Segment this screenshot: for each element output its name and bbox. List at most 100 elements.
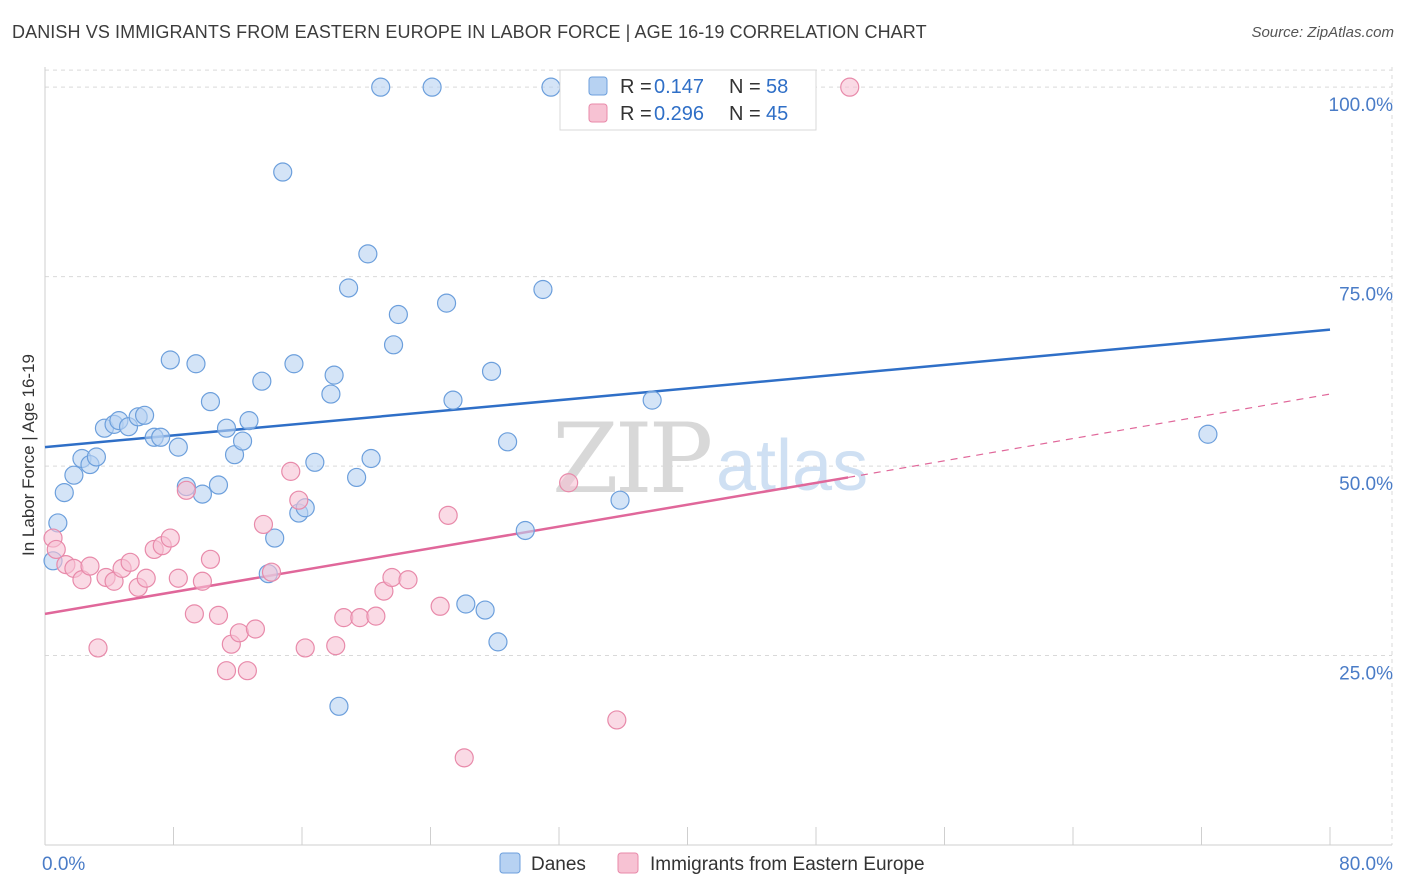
point-danes [475,600,495,620]
point-danes [252,371,272,391]
point-danes [329,696,349,716]
bottom-legend-swatch-danes [499,852,521,874]
data-points [43,77,1218,768]
legend-r-label: R = [620,103,652,125]
bottom-legend-immigrants: Immigrants from Eastern Europe [650,854,925,875]
point-danes [541,77,561,97]
legend-n-value: 58 [766,76,788,98]
trend-line-immigrants [44,476,849,616]
legend-n-value: 45 [766,103,788,125]
legend-swatch-immigrants [588,103,608,123]
point-immigrants [382,567,402,588]
source-label: Source: ZipAtlas.com [1251,24,1394,41]
point-danes [305,452,325,472]
trend-lines [44,328,1331,616]
point-immigrants [80,556,100,576]
y-tick-label: 50.0% [1339,474,1393,495]
point-danes [168,437,188,457]
y-tick-label: 75.0% [1339,285,1393,306]
trend-line-danes [44,328,1331,449]
point-immigrants [430,596,450,616]
point-danes [273,162,293,182]
legend-r-label: R = [620,76,652,98]
point-immigrants [192,571,213,591]
point-danes [436,293,457,313]
point-immigrants [245,619,266,639]
bottom-legend-danes: Danes [531,854,586,875]
trend-line-immigrants-extension [848,393,1331,479]
watermark-zip: ZIP [552,403,711,515]
point-danes [515,520,535,541]
point-danes [151,427,171,447]
point-immigrants [208,605,229,625]
bottom-legend: Danes Immigrants from Eastern Europe [499,852,925,875]
y-tick-labels: 25.0% 50.0% 75.0% 100.0% [1329,95,1394,684]
point-danes [383,335,404,355]
point-danes [208,475,229,495]
point-immigrants [168,568,188,588]
point-danes [358,244,378,264]
point-immigrants [46,539,66,560]
point-immigrants [350,608,370,628]
point-danes [321,384,341,404]
point-immigrants [237,661,257,681]
point-immigrants [200,549,221,569]
point-immigrants [136,568,156,588]
point-danes [371,77,391,97]
point-danes [324,365,344,385]
point-immigrants [120,552,140,572]
point-immigrants [281,461,301,481]
point-immigrants [295,638,315,658]
point-danes [192,484,213,504]
point-danes [533,279,553,300]
axes [44,67,1392,846]
point-danes [265,528,285,548]
point-danes [54,483,74,503]
bottom-legend-swatch-immigrants [617,852,639,874]
point-danes [361,448,381,469]
legend-r-value: 0.296 [654,103,704,125]
point-danes [642,390,662,410]
x-tick-label: 80.0% [1339,854,1393,875]
point-danes [388,304,408,325]
point-danes [239,411,259,431]
point-danes [232,431,253,451]
point-immigrants [176,480,196,500]
point-immigrants [398,570,418,590]
legend-n-label: N = [729,76,761,98]
x-tick-label: 0.0% [42,854,85,875]
grid [45,67,1393,845]
point-danes [610,490,630,510]
point-danes [422,77,442,97]
point-immigrants [229,623,249,643]
point-danes [64,465,84,485]
point-immigrants [326,636,346,656]
point-danes [284,354,304,374]
legend-r-value: 0.147 [654,76,704,98]
legend-swatch-danes [588,76,608,96]
point-immigrants [184,604,204,624]
legend: R = 0.147 N = 58 R = 0.296 N = 45 [559,69,817,131]
point-danes [160,350,180,370]
watermark-atlas: atlas [716,426,868,506]
point-immigrants [607,710,627,730]
point-immigrants [454,748,474,768]
point-immigrants [438,505,458,525]
point-danes [216,418,237,438]
point-immigrants [289,490,309,510]
point-danes [456,594,476,614]
point-danes [443,390,463,410]
point-danes [186,354,206,374]
point-immigrants [366,606,386,626]
point-danes [86,447,107,467]
y-tick-label: 25.0% [1339,664,1393,685]
y-axis-label: In Labor Force | Age 16-19 [19,354,38,556]
point-danes [200,392,221,412]
x-tick-labels: 0.0% 80.0% [42,854,1393,875]
point-immigrants [160,528,180,548]
chart-title: DANISH VS IMMIGRANTS FROM EASTERN EUROPE… [12,22,927,42]
point-danes [1198,424,1218,444]
y-tick-label: 100.0% [1329,95,1394,116]
point-immigrants [334,608,354,628]
